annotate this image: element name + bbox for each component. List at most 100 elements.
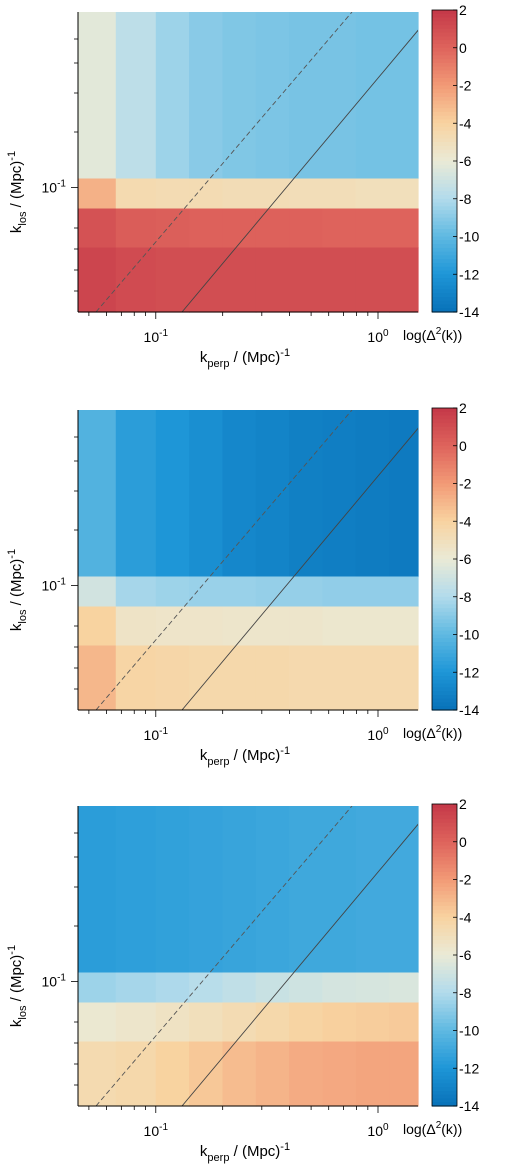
heatmap-cell bbox=[389, 806, 419, 974]
panel-3: 10-1 100 10-1 kperp / (Mpc)-1 klos / (Mpc)-1… bbox=[6, 796, 479, 1164]
colorbar-segment bbox=[432, 1041, 457, 1047]
colorbar-segment bbox=[432, 532, 457, 537]
colorbar-segment bbox=[432, 657, 457, 662]
dashed-line bbox=[95, 12, 353, 312]
colorbar-segment bbox=[432, 104, 457, 109]
panel-2: 10-1 100 10-1 kperp / (Mpc)-1 klos / (Mpc)-1… bbox=[6, 400, 479, 768]
colorbar-segment bbox=[432, 1087, 457, 1092]
heatmap-cell bbox=[78, 208, 117, 249]
colorbar-segment bbox=[432, 924, 457, 930]
heatmap-cell bbox=[322, 410, 357, 578]
heatmap-cell bbox=[155, 12, 190, 180]
colorbar-segment bbox=[432, 468, 457, 473]
colorbar-segment bbox=[432, 59, 457, 64]
colorbar-segment bbox=[432, 460, 457, 466]
colorbar-segment bbox=[432, 13, 457, 19]
colorbar-segment bbox=[432, 559, 457, 564]
colorbar-segment bbox=[432, 992, 457, 998]
heatmap-cell bbox=[189, 12, 224, 180]
heatmap-cell bbox=[78, 806, 117, 974]
heatmap-cell bbox=[155, 247, 190, 313]
colorbar-segment bbox=[432, 206, 457, 211]
heatmap-cell bbox=[389, 410, 419, 578]
colorbar-tick-label: -6 bbox=[459, 153, 472, 169]
heatmap-cell bbox=[155, 806, 190, 974]
colorbar-segment bbox=[432, 259, 457, 264]
heatmap-cell bbox=[155, 1002, 190, 1043]
colorbar-segment bbox=[432, 1038, 457, 1043]
colorbar-segment bbox=[432, 423, 457, 428]
colorbar-segment bbox=[432, 25, 457, 30]
colorbar-segment bbox=[432, 875, 457, 881]
colorbar-segment bbox=[432, 187, 457, 192]
colorbar-segment bbox=[432, 1056, 457, 1062]
y-axis-label: klos / (Mpc)-1 bbox=[6, 945, 29, 1027]
colorbar-segment bbox=[432, 883, 457, 888]
colorbar-segment bbox=[432, 198, 457, 204]
colorbar-segment bbox=[432, 145, 457, 151]
colorbar-segment bbox=[432, 426, 457, 432]
colorbar-segment bbox=[432, 161, 457, 166]
colorbar-segment bbox=[432, 577, 457, 583]
colorbar-segment bbox=[432, 85, 457, 90]
heatmap-cell bbox=[255, 208, 290, 249]
colorbar-segment bbox=[432, 826, 457, 832]
colorbar-segment bbox=[432, 638, 457, 643]
colorbar-segment bbox=[432, 996, 457, 1001]
colorbar-segment bbox=[432, 853, 457, 858]
colorbar: 2 0 -2 -4 -6 -8 -10 -12 -14 log(Δ2(k)) bbox=[403, 400, 479, 741]
colorbar-segment bbox=[432, 849, 457, 854]
colorbar-segment bbox=[432, 551, 457, 556]
colorbar-segment bbox=[432, 506, 457, 511]
colorbar-segment bbox=[432, 845, 457, 850]
colorbar-segment bbox=[432, 1007, 457, 1013]
y-tick-label: 10-1 bbox=[42, 973, 67, 990]
heatmap-cell bbox=[189, 247, 224, 313]
colorbar-segment bbox=[432, 441, 457, 447]
heatmap-cell bbox=[222, 576, 257, 608]
x-tick-label: 10-1 bbox=[144, 1122, 169, 1139]
colorbar-tick-label: -14 bbox=[459, 702, 479, 718]
colorbar-segment bbox=[432, 1049, 457, 1054]
colorbar-segment bbox=[432, 807, 457, 813]
heatmap-cell bbox=[289, 247, 324, 313]
dashed-line bbox=[95, 410, 353, 710]
heatmap-cell bbox=[322, 645, 357, 711]
colorbar-segment bbox=[432, 411, 457, 417]
colorbar-tick-label: 0 bbox=[459, 834, 467, 850]
heatmap-cell bbox=[155, 606, 190, 647]
colorbar-segment bbox=[432, 93, 457, 98]
colorbar-segment bbox=[432, 1083, 457, 1088]
heatmap-cell bbox=[155, 410, 190, 578]
colorbar-segment bbox=[432, 694, 457, 700]
colorbar-segment bbox=[432, 77, 457, 83]
colorbar-segment bbox=[432, 502, 457, 507]
heatmap-cell bbox=[115, 410, 157, 578]
colorbar-tick-label: -14 bbox=[459, 1098, 479, 1114]
colorbar-segment bbox=[432, 804, 457, 809]
colorbar-segment bbox=[432, 244, 457, 249]
colorbar-segment bbox=[432, 966, 457, 971]
colorbar-segment bbox=[432, 142, 457, 147]
colorbar-segment bbox=[432, 898, 457, 903]
colorbar-tick-label: -2 bbox=[459, 872, 472, 888]
x-tick-label: 100 bbox=[367, 1122, 389, 1139]
colorbar-segment bbox=[432, 600, 457, 605]
colorbar-segment bbox=[432, 1000, 457, 1005]
colorbar-segment bbox=[432, 81, 457, 87]
colorbar-tick-label: -14 bbox=[459, 304, 479, 320]
heatmap-cell bbox=[155, 208, 190, 249]
colorbar-segment bbox=[432, 274, 457, 279]
heatmap-cell bbox=[115, 208, 157, 249]
heatmap-cell bbox=[78, 1041, 117, 1107]
colorbar-segment bbox=[432, 868, 457, 873]
colorbar-segment bbox=[432, 958, 457, 964]
heatmap-cell bbox=[222, 1002, 257, 1043]
solid-line bbox=[181, 29, 418, 312]
heatmap-cell bbox=[115, 1041, 157, 1107]
colorbar-segment bbox=[432, 913, 457, 918]
heatmap-cell bbox=[322, 208, 357, 249]
colorbar-segment bbox=[432, 232, 457, 238]
colorbar-segment bbox=[432, 619, 457, 624]
